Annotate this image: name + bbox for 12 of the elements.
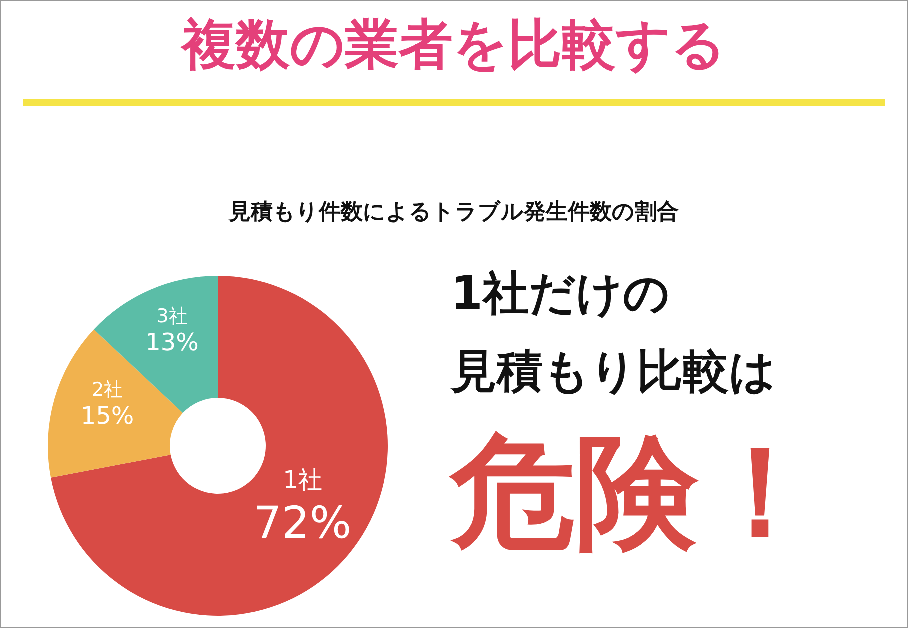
data-label: 13%: [146, 328, 199, 356]
text: 見積もり比較は: [451, 343, 776, 400]
slice-label: 2社: [92, 378, 124, 401]
donut-slice: [51, 276, 388, 616]
slice-label: 1社: [283, 466, 322, 494]
data-label: 72%: [254, 498, 352, 550]
chart-title: 複数の業者を比較する: [180, 12, 727, 78]
text: 危険！: [451, 420, 823, 567]
data-label: 15%: [80, 402, 134, 430]
text: 1社だけの: [451, 265, 670, 322]
text: 見積もり件数によるトラブル発生件数の割合: [228, 199, 680, 227]
slice-label: 3社: [156, 305, 188, 328]
